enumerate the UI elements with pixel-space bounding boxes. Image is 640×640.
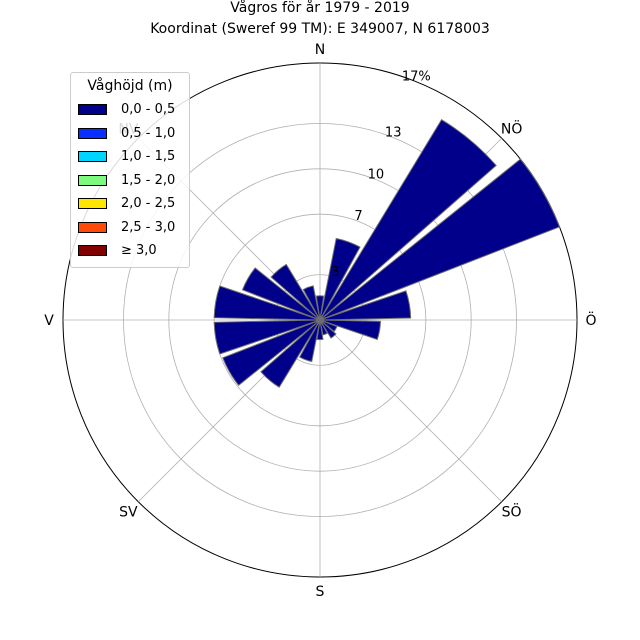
sector-bar [319, 319, 381, 341]
grid-spoke [319, 319, 503, 503]
legend-item: 1,5 - 2,0 [78, 169, 182, 193]
sector-bars [213, 118, 561, 388]
sector-bar [319, 290, 412, 321]
legend-label: 0,5 - 1,0 [121, 125, 176, 141]
sector-bar [319, 319, 337, 339]
radial-tick-label: 10 [368, 167, 385, 182]
sector-bar [319, 237, 361, 321]
legend-item: 0,5 - 1,0 [78, 122, 182, 146]
legend-item: 2,0 - 2,5 [78, 192, 182, 216]
sector-bar [213, 319, 321, 355]
direction-label: S [316, 584, 325, 600]
chart-subtitle: Koordinat (Sweref 99 TM): E 349007, N 61… [150, 21, 490, 37]
chart-title: Vågros för år 1979 - 2019 [230, 0, 409, 16]
legend-swatch [78, 245, 107, 257]
direction-label: SÖ [502, 503, 522, 521]
legend-swatch [78, 127, 107, 139]
legend-swatch [78, 174, 107, 186]
legend-label: 2,5 - 3,0 [121, 219, 176, 235]
sector-bar [316, 319, 324, 341]
radial-tick-labels: 3 7 10 13 17% [331, 70, 430, 281]
sector-bar [241, 267, 321, 321]
legend-swatch [78, 221, 107, 233]
radial-tick-label: 7 [354, 209, 362, 224]
sector-bar [319, 319, 338, 333]
legend-swatch [78, 104, 107, 116]
legend: Våghöjd (m) 0,0 - 0,5 0,5 - 1,0 1,0 - 1,5 1… [70, 72, 190, 268]
legend-label: 0,0 - 0,5 [121, 102, 176, 118]
direction-label: Ö [585, 311, 596, 329]
direction-label: N [315, 42, 325, 58]
direction-label: NÖ [501, 119, 523, 137]
legend-item: ≥ 3,0 [78, 239, 182, 263]
legend-item: 1,0 - 1,5 [78, 145, 182, 169]
sector-bar [319, 118, 497, 321]
sector-bar [222, 319, 321, 386]
legend-title: Våghöjd (m) [87, 78, 173, 94]
sector-bar [213, 285, 321, 321]
legend-swatch [78, 151, 107, 163]
sector-bar [302, 285, 321, 321]
radial-tick-label: 13 [385, 125, 402, 140]
direction-label: SV [119, 505, 138, 521]
direction-label: V [44, 313, 54, 329]
sector-bar [319, 158, 561, 321]
legend-swatch [78, 198, 107, 210]
legend-label: 2,0 - 2,5 [121, 196, 176, 212]
legend-label: 1,5 - 2,0 [121, 172, 176, 188]
legend-item: 0,0 - 0,5 [78, 98, 182, 122]
sector-bar [319, 319, 328, 336]
sector-bar [260, 319, 321, 388]
radial-tick-label: 17% [402, 70, 431, 85]
legend-label: ≥ 3,0 [121, 243, 157, 259]
sector-bar [315, 295, 325, 321]
legend-label: 1,0 - 1,5 [121, 149, 176, 165]
sector-bar [270, 263, 321, 321]
radial-tick-label: 3 [331, 265, 339, 280]
legend-item: 2,5 - 3,0 [78, 216, 182, 240]
sector-bar [298, 319, 321, 363]
